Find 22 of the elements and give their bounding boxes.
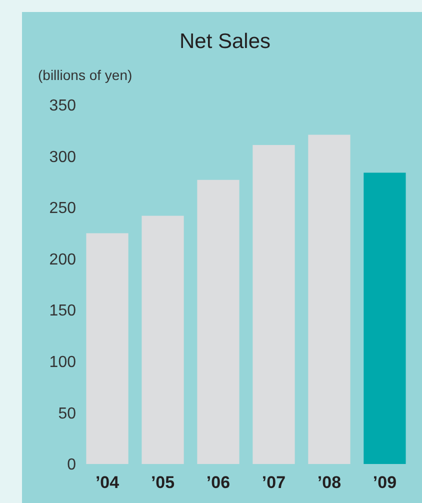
bar — [197, 180, 240, 464]
bar — [308, 134, 350, 464]
y-tick-label: 250 — [49, 200, 76, 218]
x-tick-label: ’06 — [206, 473, 230, 492]
y-tick-label: 350 — [49, 98, 76, 115]
x-tick-label: ’08 — [317, 473, 342, 492]
x-tick-label: ’07 — [262, 473, 286, 492]
y-tick-label: 0 — [67, 456, 76, 474]
bar — [252, 145, 295, 464]
x-tick-label: ’05 — [150, 473, 175, 492]
x-tick-label: ’09 — [372, 473, 397, 492]
x-tick-label: ’04 — [95, 473, 120, 492]
chart-title: Net Sales — [179, 30, 271, 53]
bar — [364, 172, 406, 464]
y-tick-label: 200 — [49, 251, 76, 268]
y-tick-label: 150 — [49, 302, 76, 320]
bar — [142, 216, 184, 464]
y-axis-title: (billions of yen) — [38, 67, 132, 83]
y-tick-label: 300 — [49, 148, 76, 166]
y-tick-label: 100 — [49, 354, 76, 372]
y-tick-label: 50 — [58, 405, 76, 422]
bar — [86, 233, 128, 464]
